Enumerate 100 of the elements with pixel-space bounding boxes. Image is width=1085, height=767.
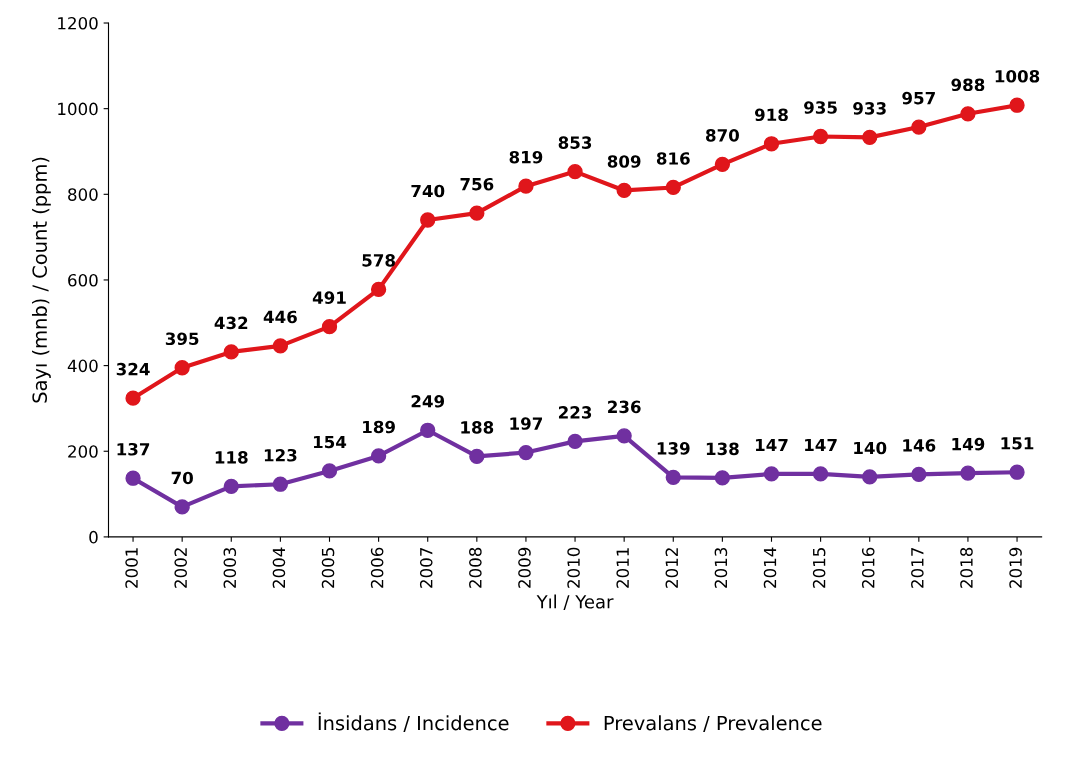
data-label: 933 [853,102,886,115]
x-tick-label: 2015 [812,548,826,588]
x-tick-label: 2006 [370,547,384,588]
point [616,428,632,444]
data-label: 870 [706,129,739,142]
data-label: 491 [312,291,346,304]
x-tick-label: 2018 [960,547,973,588]
data-label: 147 [805,438,837,452]
data-label: 138 [706,442,739,456]
data-label: 236 [608,400,641,414]
data-label: 816 [656,152,690,165]
data-label: 756 [460,177,494,191]
x-tick-label: 2014 [763,547,777,588]
data-label: 249 [411,394,445,408]
point [420,422,436,438]
point [960,465,976,481]
point [812,466,829,482]
x-tick-label: 2011 [616,548,629,588]
legend-label: Prevalans / Prevalence [604,715,822,732]
x-tick-label: 2016 [861,547,875,588]
data-label: 123 [264,448,297,462]
point [272,338,289,354]
data-label: 118 [215,451,248,464]
data-label: 197 [510,417,543,430]
y-tick-label: 800 [68,188,98,201]
y-tick-label: 1200 [58,16,98,30]
data-label: 853 [558,136,592,149]
data-label: 139 [657,442,690,455]
point [174,360,190,376]
data-label: 324 [116,362,150,376]
point [862,129,878,145]
x-tick-label: 2002 [174,548,187,588]
x-tick-label: 2019 [1009,547,1022,588]
x-tick-label: 2004 [272,547,286,588]
data-label: 151 [1001,437,1034,450]
data-label: 1008 [995,69,1040,83]
point [223,478,239,495]
data-label: 137 [117,442,150,456]
x-tick-label: 2009 [518,547,531,588]
point [174,499,190,515]
y-tick-label: 1000 [58,102,98,116]
data-label: 149 [952,437,985,451]
point [223,344,239,360]
point [812,128,829,145]
data-label: 957 [902,91,935,105]
point [714,470,731,486]
data-label: 395 [165,332,199,346]
point [321,318,338,335]
point [616,182,632,199]
point [370,281,387,298]
point [763,136,780,152]
x-tick-label: 2010 [567,547,580,588]
point [911,119,927,135]
point [518,444,534,461]
y-tick-label: 200 [68,445,98,458]
data-label: 189 [363,420,395,434]
point [420,212,436,228]
point [763,466,780,482]
data-label: 146 [903,439,936,452]
data-label: 988 [951,78,985,92]
y-tick-label: 0 [89,530,98,544]
point [469,448,485,465]
data-label: 446 [263,310,297,324]
data-label: 154 [313,435,347,449]
point [862,469,878,485]
point [665,469,681,486]
point [1009,464,1025,480]
point [960,106,976,122]
x-tick-label: 2013 [714,547,728,588]
data-label: 140 [854,441,887,455]
data-label: 578 [362,254,395,267]
point [567,163,583,180]
data-label: 223 [558,406,592,419]
data-label: 432 [214,316,248,330]
x-tick-label: 2003 [223,547,237,588]
data-label: 740 [411,184,445,198]
point [321,463,338,479]
data-label: 147 [755,438,788,452]
data-label: 918 [754,108,788,122]
x-tick-label: 2012 [665,548,679,588]
x-tick-label: 2008 [469,547,482,588]
point [1009,97,1025,113]
data-label: 70 [171,471,193,485]
x-tick-label: 2001 [125,548,138,588]
point [469,205,485,221]
point [518,178,534,194]
legend-label: İnsidans / Incidence [318,712,509,732]
point [567,433,583,450]
data-label: 809 [607,155,641,168]
x-tick-label: 2007 [419,548,433,588]
data-label: 188 [461,421,494,434]
point [370,448,387,464]
y-tick-label: 600 [68,273,98,287]
y-tick-label: 400 [67,359,98,373]
x-tick-label: 2017 [911,548,924,588]
y-axis-title: Sayı (mnb) / Count (ppm) [31,157,51,403]
point [272,476,289,492]
data-label: 935 [804,101,837,114]
point [911,466,927,483]
point [665,179,681,196]
